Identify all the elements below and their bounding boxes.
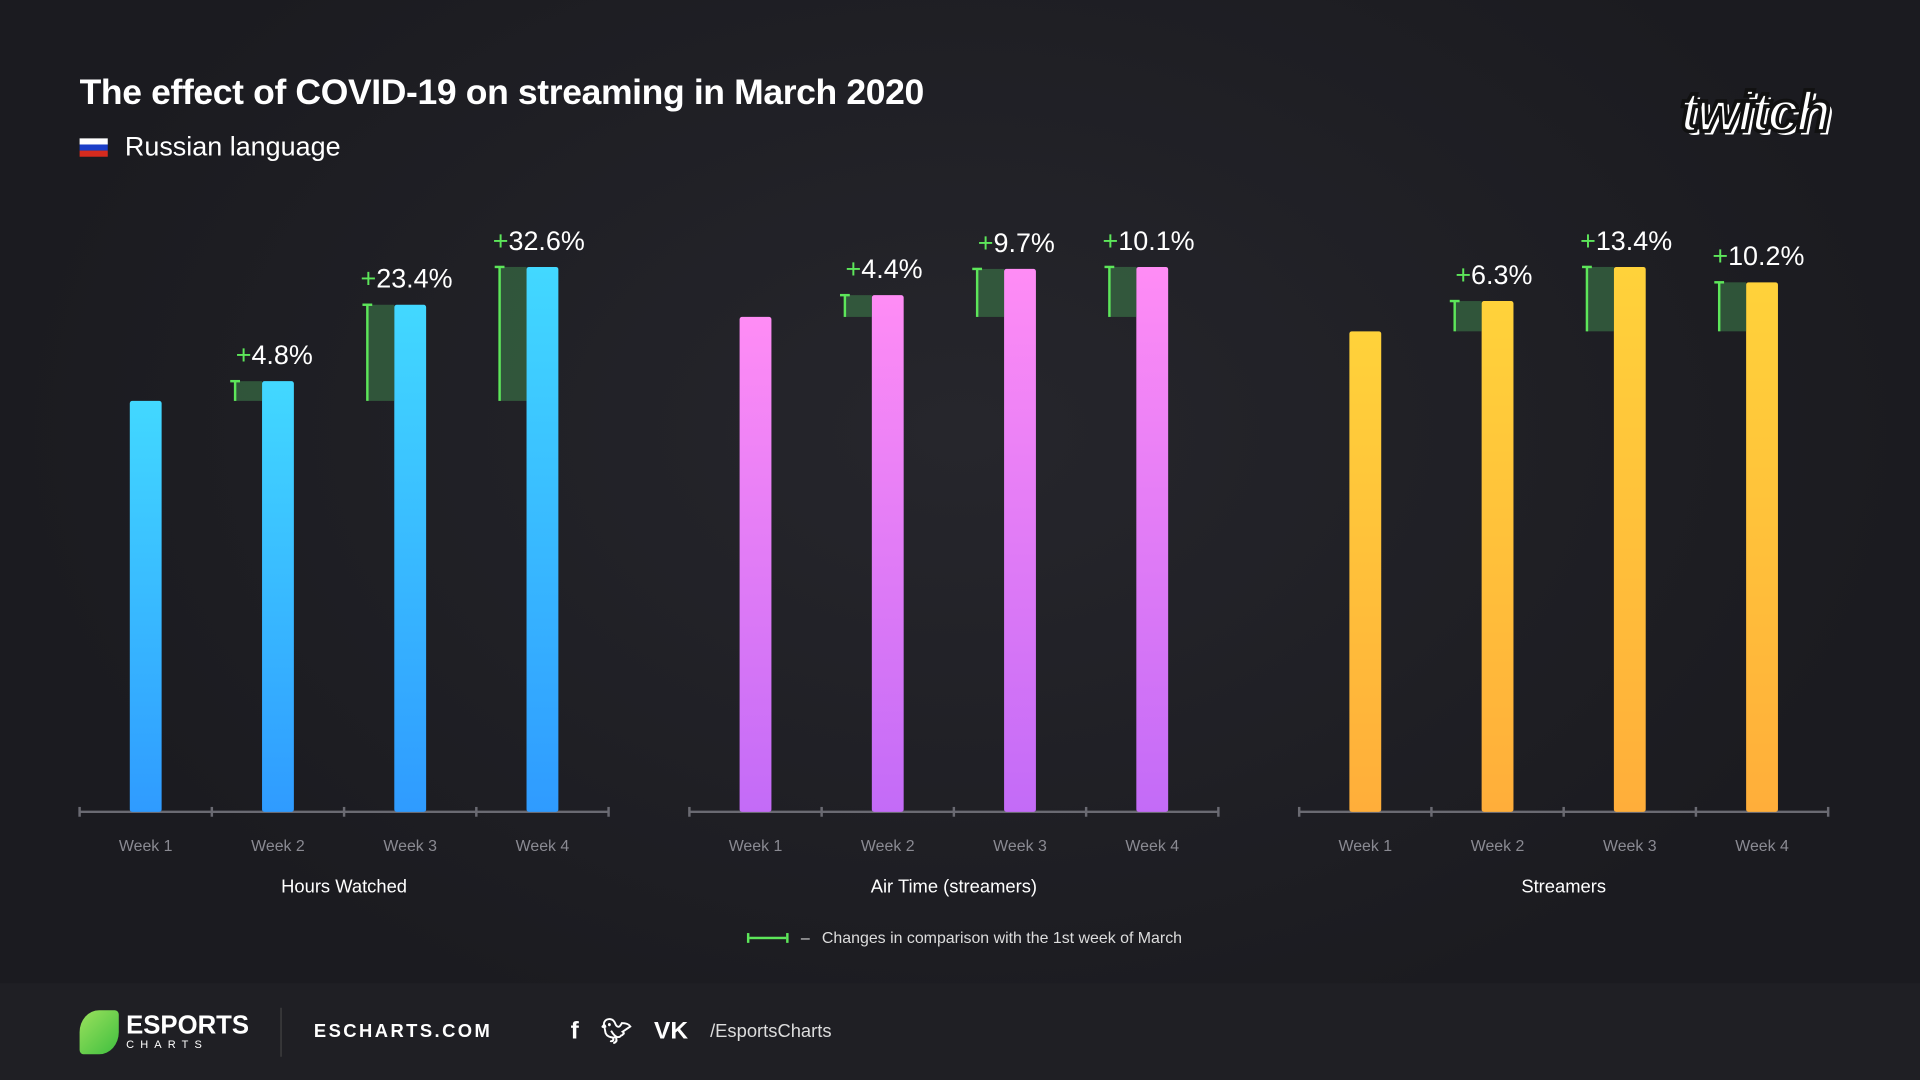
change-label: +10.1% [1103, 226, 1195, 256]
subtitle-text: Russian language [124, 131, 341, 162]
bar [871, 295, 904, 812]
twitter-icon[interactable]: 🐦︎ [600, 1018, 632, 1046]
x-tick-label: Week 4 [1125, 838, 1179, 855]
change-label: +32.6% [493, 226, 585, 256]
change-indicator [1454, 301, 1482, 332]
change-indicator [499, 266, 527, 401]
change-indicator [977, 268, 1005, 317]
change-label: +4.4% [846, 254, 923, 284]
social-links: f 🐦︎ VK /EsportsCharts [571, 1016, 832, 1047]
x-tick-label: Week 3 [993, 838, 1047, 855]
esports-charts-logo: ESPORTS CHARTS [79, 1009, 250, 1054]
bar [1746, 282, 1778, 812]
brand-line1: ESPORTS [126, 1010, 250, 1039]
change-label: +10.2% [1712, 241, 1804, 271]
legend-dash: – [800, 928, 810, 947]
x-tick-label: Week 2 [1471, 838, 1525, 855]
x-tick-label: Week 1 [729, 838, 783, 855]
divider [280, 1007, 283, 1057]
change-label: +23.4% [360, 264, 452, 294]
bar [526, 266, 559, 812]
bar [1136, 266, 1169, 812]
footer: ESPORTS CHARTS ESCHARTS.COM f 🐦︎ VK /Esp… [0, 983, 1920, 1080]
bar [1481, 301, 1514, 812]
bar [1004, 268, 1036, 812]
x-tick-label: Week 1 [1338, 838, 1392, 855]
subtitle: Russian language [79, 131, 341, 163]
change-indicator [235, 381, 263, 401]
change-label: +9.7% [978, 228, 1055, 258]
facebook-icon[interactable]: f [570, 1017, 579, 1045]
vk-icon[interactable]: VK [653, 1017, 689, 1045]
change-indicator [1109, 266, 1137, 317]
bar [394, 304, 427, 812]
change-indicator [844, 295, 872, 317]
change-indicator [1719, 282, 1747, 332]
bar [129, 400, 162, 812]
social-handle[interactable]: /EsportsCharts [710, 1021, 832, 1043]
chart-title: Streamers [1521, 876, 1606, 897]
change-indicator [367, 304, 395, 401]
site-link[interactable]: ESCHARTS.COM [313, 1021, 493, 1043]
page-title: The effect of COVID-19 on streaming in M… [79, 73, 925, 113]
x-tick-label: Week 2 [861, 838, 915, 855]
legend: – Changes in comparison with the 1st wee… [746, 928, 1183, 947]
change-marker-icon [746, 932, 789, 943]
chart-title: Air Time (streamers) [871, 876, 1037, 897]
esports-charts-mark-icon [79, 1009, 119, 1054]
x-tick-label: Week 4 [1735, 838, 1789, 855]
x-tick-label: Week 4 [516, 838, 570, 855]
x-tick-label: Week 3 [1603, 838, 1657, 855]
brand-line2: CHARTS [126, 1037, 208, 1051]
twitch-logo: twitch [1678, 78, 1832, 145]
change-label: +6.3% [1455, 260, 1532, 290]
bar [262, 381, 294, 812]
x-tick-label: Week 2 [251, 838, 305, 855]
change-label: +13.4% [1580, 226, 1672, 256]
legend-text: Changes in comparison with the 1st week … [821, 928, 1183, 947]
x-tick-label: Week 3 [383, 838, 437, 855]
bar [1613, 266, 1646, 812]
bar [1349, 331, 1382, 812]
change-indicator [1586, 266, 1614, 332]
russia-flag-icon [79, 137, 108, 157]
x-tick-label: Week 1 [119, 838, 173, 855]
chart-title: Hours Watched [281, 876, 407, 897]
bar [739, 316, 772, 812]
change-label: +4.8% [236, 340, 313, 370]
